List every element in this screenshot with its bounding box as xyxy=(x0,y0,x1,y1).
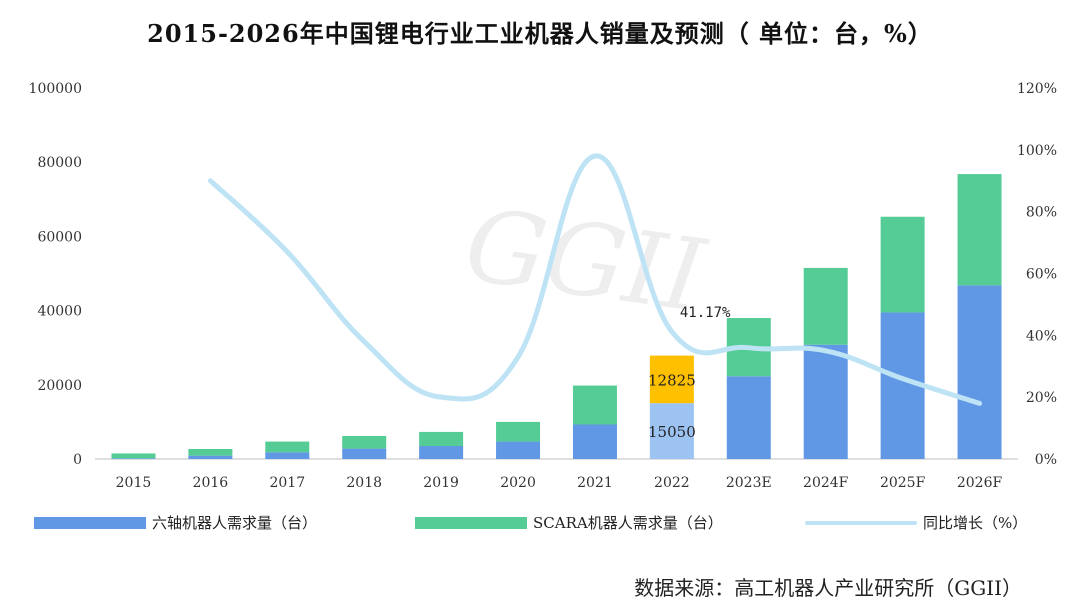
x-tick-label: 2016 xyxy=(193,475,229,491)
x-tick-label: 2024F xyxy=(803,475,849,491)
x-tick-label: 2020 xyxy=(500,475,536,491)
bar-six-axis xyxy=(265,452,310,459)
y-right-tick-label: 20% xyxy=(1026,390,1057,406)
bar-six-axis xyxy=(188,455,233,459)
bar-six-axis xyxy=(803,344,848,459)
legend-label-six-axis: 六轴机器人需求量（台） xyxy=(152,514,318,532)
x-tick-label: 2021 xyxy=(577,475,613,491)
x-tick-label: 2015 xyxy=(116,475,152,491)
legend-label-scara: SCARA机器人需求量（台） xyxy=(533,514,723,532)
growth-line xyxy=(207,153,983,406)
y-left-tick-label: 80000 xyxy=(37,155,82,171)
y-right-tick-label: 80% xyxy=(1026,205,1057,221)
y-left-tick-label: 100000 xyxy=(29,81,82,97)
bar-scara xyxy=(496,421,541,442)
y-left-tick-label: 0 xyxy=(73,452,82,468)
legend-label-growth: 同比增长（%） xyxy=(923,514,1028,532)
bar-scara xyxy=(419,431,464,447)
bar-six-axis xyxy=(342,448,387,459)
bar-scara xyxy=(265,441,310,453)
y-right-tick-label: 100% xyxy=(1017,143,1057,159)
source-note: 数据来源：高工机器人产业研究所（GGII） xyxy=(634,576,1022,600)
bar-scara xyxy=(342,435,387,449)
bar-six-axis xyxy=(726,376,771,459)
x-tick-label: 2019 xyxy=(423,475,459,491)
x-tick-label: 2026F xyxy=(957,475,1003,491)
bar-six-axis xyxy=(957,285,1002,459)
chart-canvas: GGII 0 20000 40000 60000 80000 100000 0% 20% 40% 6… xyxy=(29,81,1057,491)
x-tick-label: 2025F xyxy=(880,475,926,491)
growth-annotation: 41.17% xyxy=(680,305,731,321)
y-right-tick-label: 60% xyxy=(1026,267,1057,283)
bar-scara xyxy=(188,448,233,456)
legend-item-scara: SCARA机器人需求量（台） xyxy=(415,512,723,533)
bar-scara xyxy=(572,385,617,425)
bar-six-axis xyxy=(419,446,464,459)
data-label: 15050 xyxy=(648,423,696,441)
y-right-tick-label: 120% xyxy=(1017,81,1057,97)
x-tick-label: 2017 xyxy=(269,475,305,491)
legend-line-growth xyxy=(805,520,917,525)
bar-scara xyxy=(803,267,848,345)
y-right-tick-label: 0% xyxy=(1035,452,1057,468)
legend-item-growth: 同比增长（%） xyxy=(805,512,1027,533)
bar-scara xyxy=(111,453,156,459)
legend-item-six-axis: 六轴机器人需求量（台） xyxy=(34,512,317,533)
legend-swatch-six-axis xyxy=(34,516,146,529)
bar-six-axis xyxy=(111,458,156,459)
y-left-tick-label: 20000 xyxy=(37,378,82,394)
bar-scara xyxy=(649,355,694,404)
chart-title: 2015-2026年中国锂电行业工业机器人销量及预测（ 单位：台，%） xyxy=(147,19,933,48)
y-right-tick-label: 40% xyxy=(1026,328,1057,344)
data-label: 12825 xyxy=(648,371,696,389)
x-tick-label: 2018 xyxy=(346,475,382,491)
watermark: GGII xyxy=(459,186,714,335)
y-left-tick-label: 60000 xyxy=(37,229,82,245)
bar-scara xyxy=(880,216,925,313)
legend-swatch-scara xyxy=(415,516,527,529)
bar-six-axis xyxy=(649,403,694,459)
x-tick-label: 2022 xyxy=(654,475,690,491)
y-left-tick-label: 40000 xyxy=(37,304,82,320)
bar-scara xyxy=(957,174,1002,286)
bar-six-axis xyxy=(572,424,617,459)
x-tick-label: 2023E xyxy=(726,475,772,491)
bar-six-axis xyxy=(496,441,541,459)
